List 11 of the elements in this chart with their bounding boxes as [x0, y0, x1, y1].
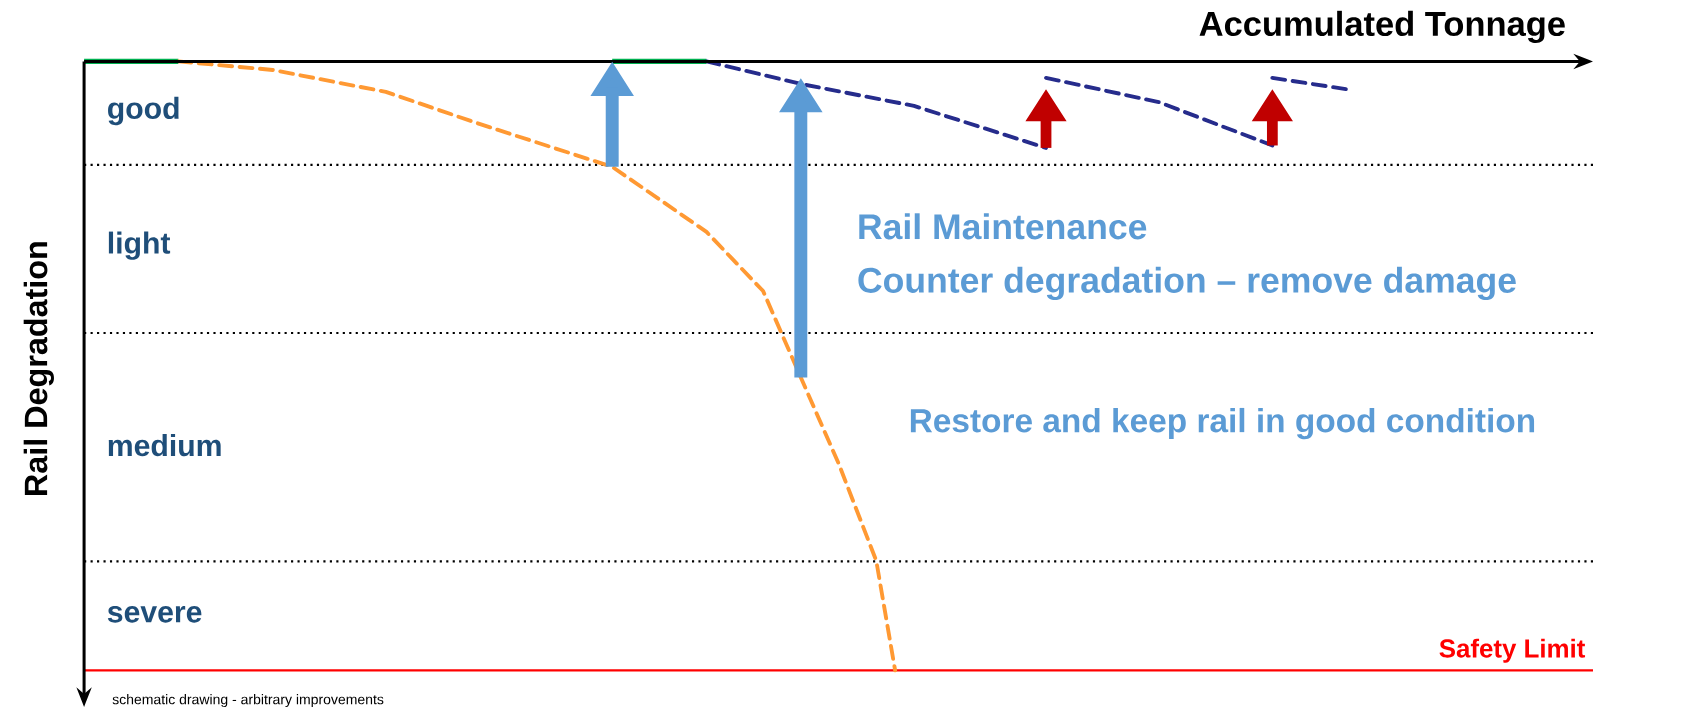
annotation: light	[108, 231, 171, 260]
y-axis-title: Rail Degradation	[23, 242, 54, 495]
annotation: Rail Maintenance	[859, 213, 1147, 240]
annotation: good	[108, 96, 179, 126]
annotation: medium	[108, 433, 221, 457]
annotation: Restore and keep rail in good condition	[910, 407, 1535, 440]
text: schematic drawing - arbitrary improvements	[112, 693, 384, 707]
x-axis-title: Accumulated Tonnage	[1199, 10, 1565, 43]
annotation: severe	[107, 605, 202, 623]
ref-line-label: Safety Limit	[1439, 638, 1586, 663]
annotation: Counter degradation – remove damage	[858, 266, 1516, 300]
